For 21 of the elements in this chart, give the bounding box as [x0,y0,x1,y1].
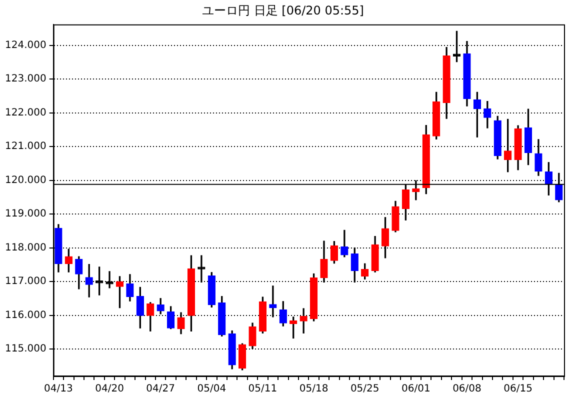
y-tick-label: 115.000 [4,344,46,355]
x-tick-label: 06/15 [504,384,532,395]
x-tick-label: 04/13 [44,384,73,395]
x-tick-label: 06/01 [402,384,430,395]
y-tick-label: 123.000 [4,74,46,85]
y-tick-label: 117.000 [4,276,46,288]
x-tick-label: 06/08 [452,384,482,395]
x-tick-label: 05/04 [197,384,226,395]
x-tick-label: 05/25 [350,384,380,395]
y-tick-label: 118.000 [4,242,46,254]
y-tick-label: 119.000 [4,208,46,220]
y-tick-label: 116.000 [4,310,46,321]
y-tick-label: 121.000 [4,141,46,152]
x-tick-label: 04/20 [95,384,124,395]
x-tick-label: 04/27 [146,384,176,395]
chart-title: ユーロ円 日足 [06/20 05:55] [202,3,364,18]
x-tick-label: 05/18 [299,384,328,395]
y-tick-label: 120.000 [4,174,46,186]
y-tick-label: 122.000 [4,107,46,118]
y-tick-label: 124.000 [4,40,46,51]
x-tick-label: 05/11 [248,384,278,395]
